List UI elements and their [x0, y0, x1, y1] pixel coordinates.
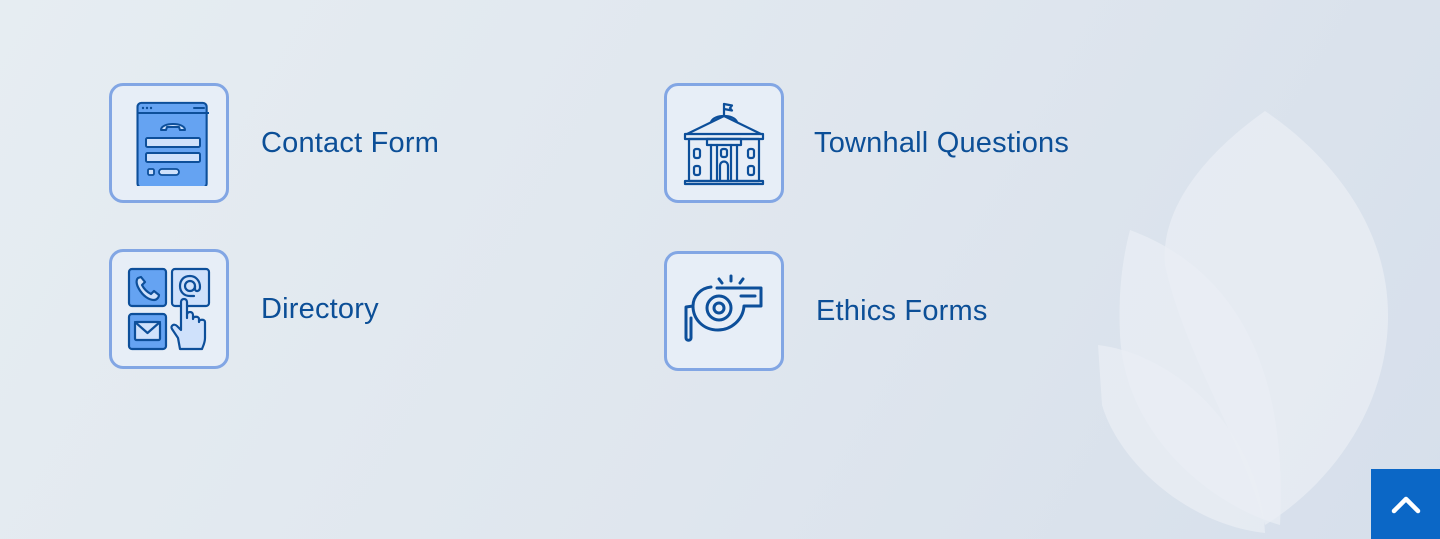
- leaf-watermark-icon: [1098, 111, 1389, 533]
- town-hall-icon: [683, 102, 765, 186]
- ethics-forms-label[interactable]: Ethics Forms: [816, 294, 988, 327]
- townhall-questions-label[interactable]: Townhall Questions: [814, 126, 1070, 159]
- directory-icon-box: [109, 249, 229, 369]
- contact-form-label[interactable]: Contact Form: [261, 126, 440, 159]
- town-hall-icon-box: [664, 83, 784, 203]
- ethics-forms-link[interactable]: Ethics Forms: [664, 251, 988, 371]
- back-to-top-button[interactable]: [1371, 469, 1440, 539]
- townhall-questions-link[interactable]: Townhall Questions: [664, 83, 1069, 203]
- directory-label[interactable]: Directory: [261, 292, 379, 325]
- contact-form-link[interactable]: Contact Form: [109, 83, 439, 203]
- directory-link[interactable]: Directory: [109, 249, 379, 369]
- contact-form-icon: [136, 101, 209, 186]
- whistle-icon: [684, 274, 763, 342]
- chevron-up-icon: [1391, 496, 1420, 514]
- whistle-icon-box: [664, 251, 784, 371]
- contact-form-icon-box: [109, 83, 229, 203]
- directory-icon: [127, 267, 211, 351]
